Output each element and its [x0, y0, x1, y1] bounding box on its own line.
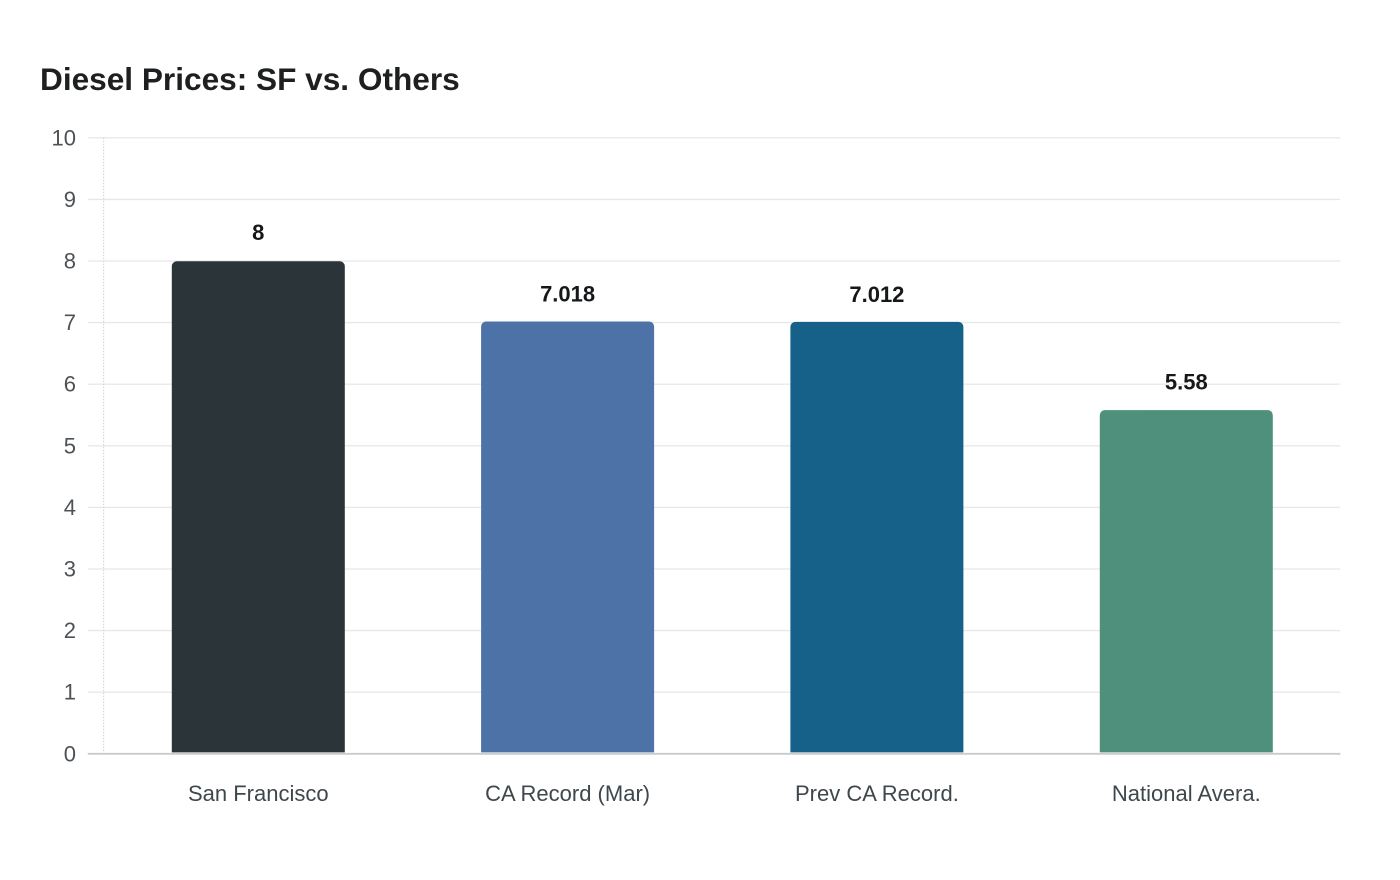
- svg-text:10: 10: [52, 125, 76, 150]
- svg-text:5.58: 5.58: [1165, 370, 1208, 395]
- svg-text:7.018: 7.018: [540, 282, 595, 307]
- svg-text:Diesel Prices: SF vs. Others: Diesel Prices: SF vs. Others: [40, 61, 460, 97]
- svg-text:San Francisco: San Francisco: [188, 781, 329, 806]
- svg-text:1: 1: [64, 680, 76, 705]
- svg-text:7.012: 7.012: [849, 282, 904, 307]
- svg-text:2: 2: [64, 618, 76, 643]
- svg-text:9: 9: [64, 187, 76, 212]
- svg-text:8: 8: [252, 220, 264, 245]
- svg-text:5: 5: [64, 433, 76, 458]
- svg-text:6: 6: [64, 372, 76, 397]
- svg-text:Prev CA Record.: Prev CA Record.: [795, 781, 959, 806]
- svg-text:4: 4: [64, 495, 76, 520]
- svg-text:0: 0: [64, 741, 76, 766]
- svg-text:National Avera.: National Avera.: [1112, 781, 1261, 806]
- svg-text:CA Record (Mar): CA Record (Mar): [485, 781, 650, 806]
- svg-text:3: 3: [64, 557, 76, 582]
- svg-text:7: 7: [64, 310, 76, 335]
- svg-text:8: 8: [64, 249, 76, 274]
